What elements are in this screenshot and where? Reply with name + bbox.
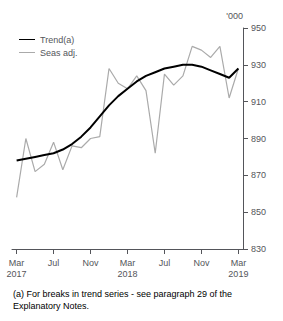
svg-text:Jul: Jul — [48, 258, 60, 268]
svg-text:Trend(a): Trend(a) — [40, 35, 74, 45]
svg-text:870: 870 — [251, 170, 266, 180]
svg-text:Mar: Mar — [231, 258, 247, 268]
svg-text:Explanatory Notes.: Explanatory Notes. — [13, 301, 89, 311]
svg-text:930: 930 — [251, 60, 266, 70]
svg-text:2018: 2018 — [117, 269, 137, 279]
svg-text:850: 850 — [251, 207, 266, 217]
svg-text:2017: 2017 — [7, 269, 27, 279]
svg-text:Mar: Mar — [9, 258, 25, 268]
svg-text:(a) For breaks in trend series: (a) For breaks in trend series - see par… — [13, 289, 235, 299]
svg-text:950: 950 — [251, 23, 266, 33]
svg-text:Nov: Nov — [193, 258, 210, 268]
svg-text:Nov: Nov — [83, 258, 100, 268]
svg-text:830: 830 — [251, 244, 266, 254]
svg-text:Seas adj.: Seas adj. — [40, 48, 78, 58]
svg-text:Jul: Jul — [159, 258, 171, 268]
svg-text:'000: '000 — [226, 11, 243, 21]
svg-text:910: 910 — [251, 97, 266, 107]
svg-text:890: 890 — [251, 134, 266, 144]
svg-text:2019: 2019 — [228, 269, 248, 279]
svg-text:Mar: Mar — [120, 258, 136, 268]
